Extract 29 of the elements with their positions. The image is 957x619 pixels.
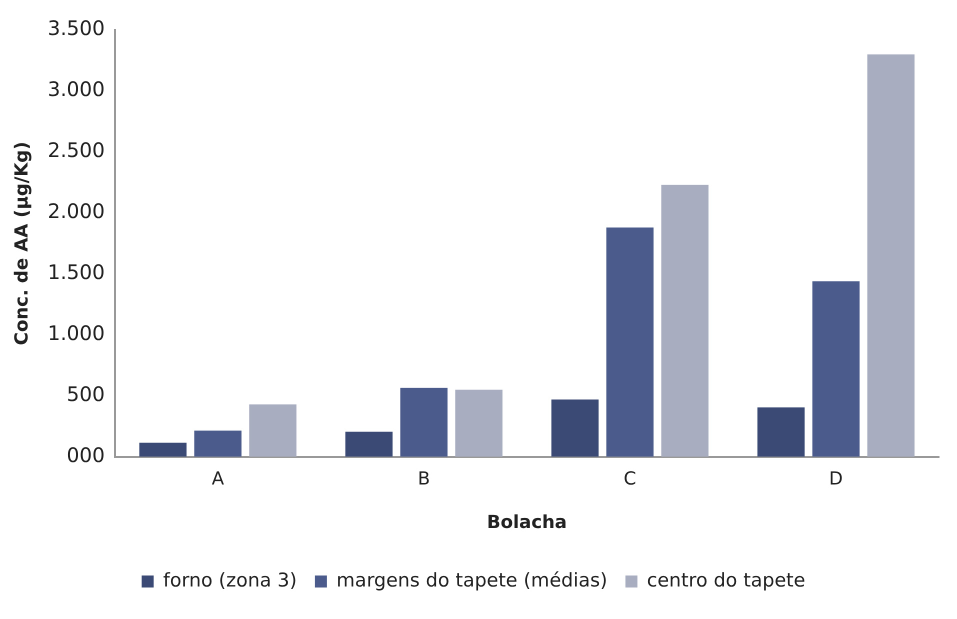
bar [345,432,393,457]
y-tick-label: 2.000 [48,199,105,224]
bar [400,388,448,457]
x-tick-label: B [418,468,430,490]
bar [661,184,709,457]
y-tick-label: 3.000 [48,77,105,102]
bar [812,281,860,457]
y-tick-label: 000 [66,443,105,468]
y-tick-label: 1.000 [48,321,105,346]
bar [606,228,654,457]
bar [194,430,242,457]
y-tick-label: 2.500 [48,138,105,162]
y-tick-label: 500 [66,382,105,406]
legend-label: margens do tapete (médias) [336,569,608,592]
legend-label: centro do tapete [646,569,806,592]
y-axis-title: Conc. de AA (µg/Kg) [11,142,32,346]
x-tick-label: D [829,468,843,490]
bar [757,407,805,457]
bar [455,390,502,457]
bar [249,404,296,457]
bar [139,442,187,457]
y-tick-label: 1.500 [48,260,105,284]
bar [867,54,915,457]
bar [551,399,599,457]
x-tick-label: C [624,468,636,490]
legend-label: forno (zona 3) [163,569,297,592]
x-tick-label: A [212,468,225,490]
y-tick-label: 3.500 [48,16,105,40]
x-axis-title: Bolacha [486,512,567,533]
